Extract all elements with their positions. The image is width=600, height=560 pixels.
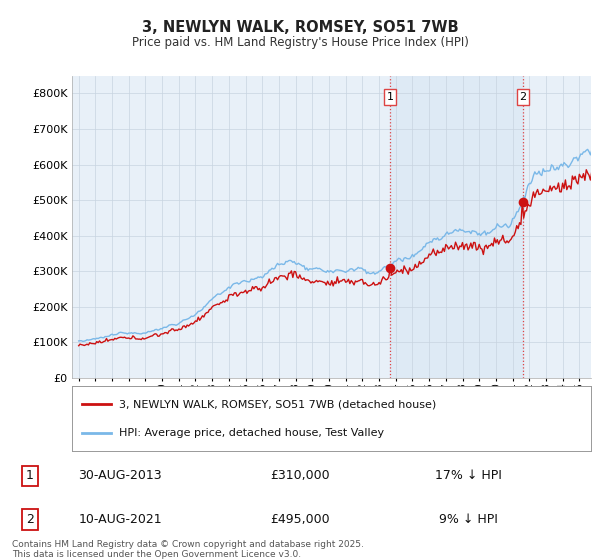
Text: 1: 1 bbox=[386, 92, 394, 102]
Text: 9% ↓ HPI: 9% ↓ HPI bbox=[439, 513, 497, 526]
Text: HPI: Average price, detached house, Test Valley: HPI: Average price, detached house, Test… bbox=[119, 428, 384, 438]
Text: 2: 2 bbox=[519, 92, 526, 102]
Text: £310,000: £310,000 bbox=[270, 469, 330, 482]
Text: 3, NEWLYN WALK, ROMSEY, SO51 7WB (detached house): 3, NEWLYN WALK, ROMSEY, SO51 7WB (detach… bbox=[119, 399, 436, 409]
Text: 30-AUG-2013: 30-AUG-2013 bbox=[78, 469, 162, 482]
Text: 1: 1 bbox=[26, 469, 34, 482]
Text: £495,000: £495,000 bbox=[270, 513, 330, 526]
Bar bbox=[390, 76, 523, 378]
Text: Price paid vs. HM Land Registry's House Price Index (HPI): Price paid vs. HM Land Registry's House … bbox=[131, 36, 469, 49]
Text: 10-AUG-2021: 10-AUG-2021 bbox=[78, 513, 162, 526]
Text: Contains HM Land Registry data © Crown copyright and database right 2025.
This d: Contains HM Land Registry data © Crown c… bbox=[12, 540, 364, 559]
Text: 17% ↓ HPI: 17% ↓ HPI bbox=[434, 469, 502, 482]
Text: 2: 2 bbox=[26, 513, 34, 526]
Text: 3, NEWLYN WALK, ROMSEY, SO51 7WB: 3, NEWLYN WALK, ROMSEY, SO51 7WB bbox=[142, 20, 458, 35]
